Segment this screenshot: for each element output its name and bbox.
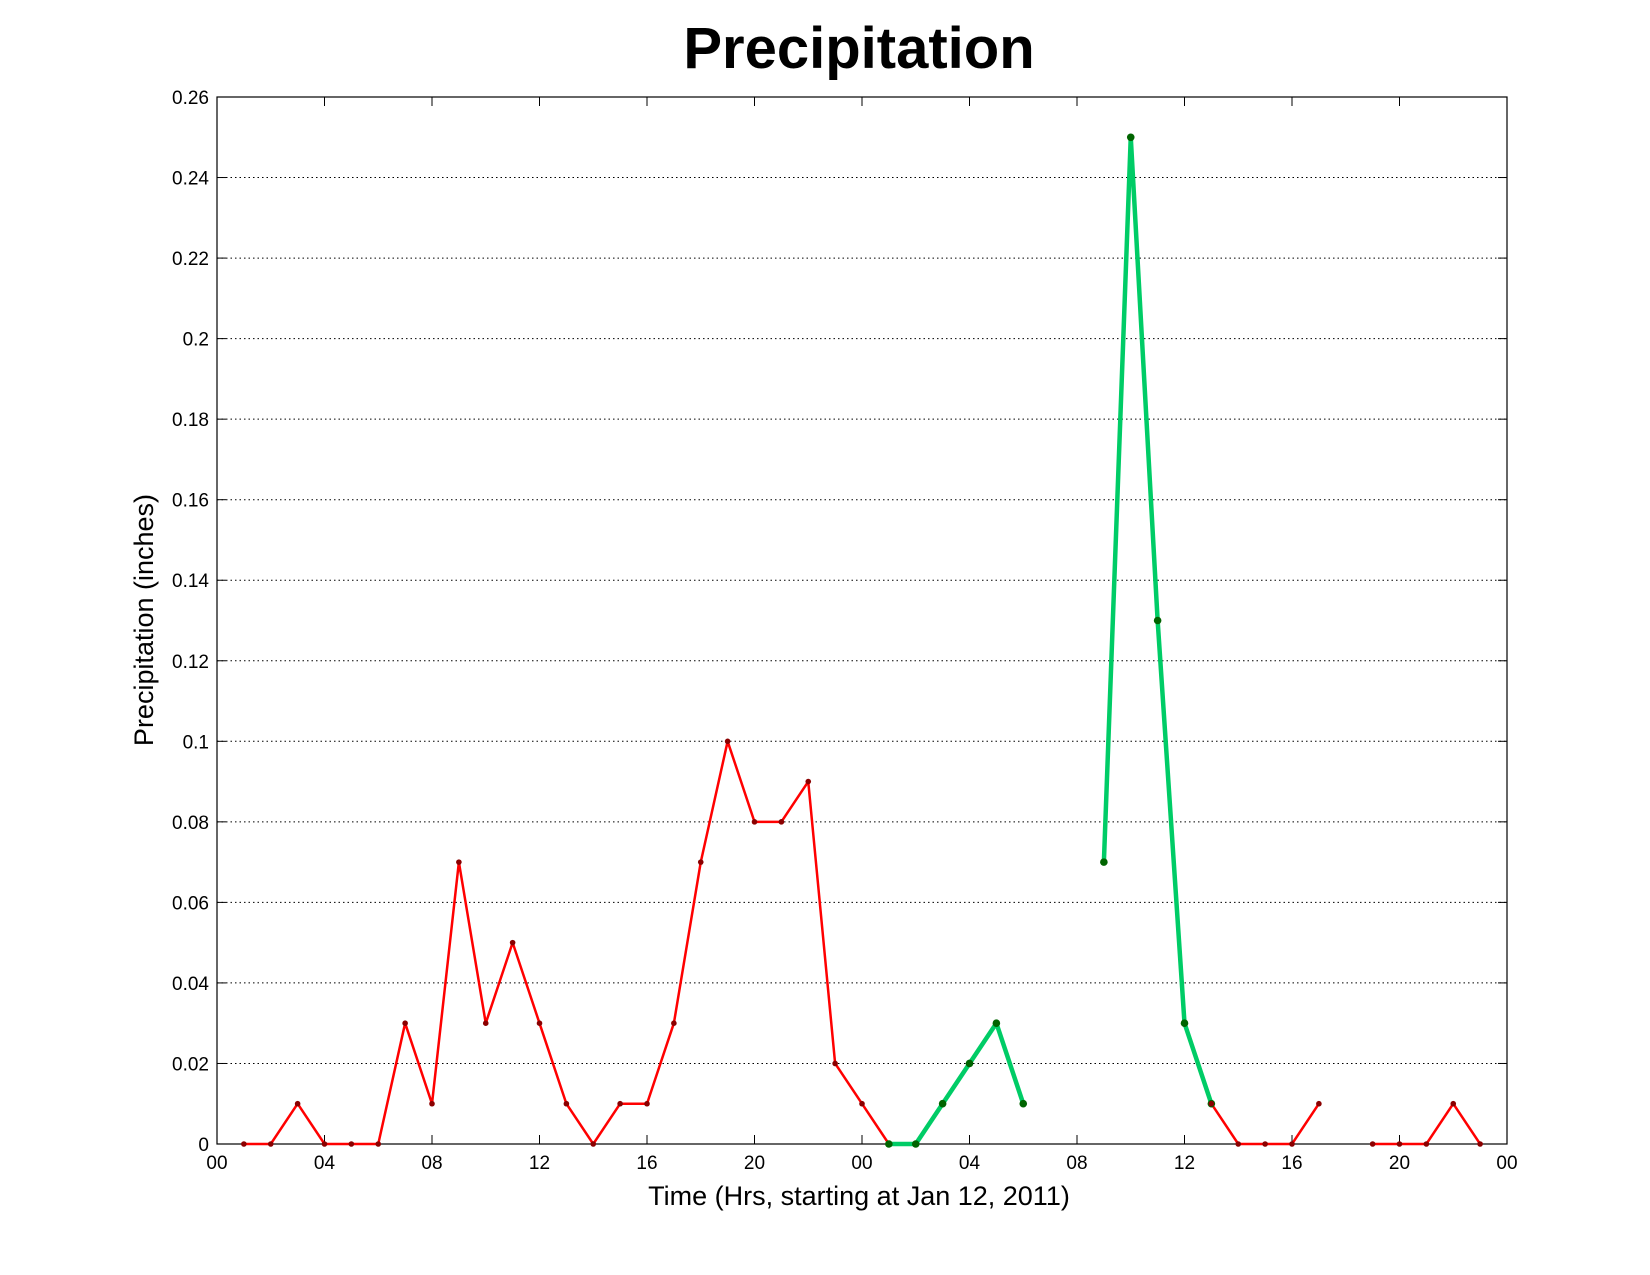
data-point: [1289, 1141, 1295, 1147]
x-tick-label: 16: [636, 1153, 657, 1174]
y-tick-label: 0.12: [172, 652, 209, 673]
data-point: [1477, 1141, 1483, 1147]
grid-lines: [217, 177, 1507, 1064]
axis-ticks: [216, 96, 1508, 1145]
data-point: [348, 1141, 355, 1147]
series-lines: [242, 135, 1482, 1147]
x-tick-label: 20: [744, 1153, 765, 1174]
data-point: [482, 1020, 489, 1026]
y-tick-label: 0.24: [172, 169, 209, 190]
x-tick-labels: 00 04 08 12 16 20 00 04 08 12 16 20 00: [206, 1153, 1517, 1174]
x-tick-label: 04: [959, 1153, 981, 1174]
data-point: [321, 1141, 328, 1147]
y-tick-label: 0.04: [172, 974, 209, 995]
data-point: [590, 1141, 597, 1147]
y-tick-label: 0.06: [172, 893, 209, 914]
data-point: [375, 1141, 382, 1147]
y-tick-labels: 0 0.02 0.04 0.06 0.08 0.1 0.12 0.14 0.16 0.18 0.2 0…: [172, 88, 209, 1156]
data-point: [536, 1020, 543, 1026]
data-point: [294, 1100, 301, 1107]
data-point: [859, 1100, 865, 1107]
data-point: [1100, 858, 1108, 866]
data-point: [509, 939, 516, 946]
x-tick-label: 12: [529, 1153, 550, 1174]
y-tick-label: 0.18: [172, 410, 209, 431]
data-point: [267, 1141, 274, 1147]
y-tick-label: 0: [198, 1135, 209, 1156]
series-markers: [241, 133, 1483, 1148]
x-tick-label: 12: [1174, 1153, 1195, 1174]
x-tick-label: 08: [421, 1153, 442, 1174]
data-point: [1369, 1141, 1376, 1147]
y-tick-label: 0.16: [172, 491, 209, 512]
data-point: [563, 1100, 570, 1107]
data-point: [456, 859, 462, 865]
data-point: [1126, 133, 1135, 142]
data-point: [671, 1020, 677, 1026]
chart-title: Precipitation: [683, 16, 1034, 81]
x-tick-label: 08: [1066, 1153, 1087, 1174]
data-point: [885, 1140, 893, 1148]
data-point: [832, 1060, 838, 1067]
data-point: [938, 1099, 947, 1108]
data-point: [697, 859, 704, 865]
data-point: [751, 819, 758, 825]
x-tick-label: 00: [851, 1153, 872, 1174]
y-tick-label: 0.22: [172, 249, 209, 270]
data-point: [241, 1141, 247, 1147]
data-point: [1208, 1100, 1215, 1107]
data-point: [644, 1100, 650, 1107]
y-tick-label: 0.02: [172, 1054, 209, 1075]
data-point: [1423, 1141, 1430, 1147]
series-line-red: [1210, 1102, 1321, 1146]
x-tick-label: 16: [1281, 1153, 1302, 1174]
x-tick-label: 20: [1389, 1153, 1410, 1174]
data-point: [1019, 1099, 1028, 1108]
data-point: [1396, 1141, 1403, 1147]
data-point: [1316, 1100, 1322, 1107]
plot-frame: [216, 96, 1508, 1145]
data-point: [911, 1140, 920, 1148]
series-line-green: [886, 1020, 1026, 1147]
y-tick-label: 0.26: [172, 88, 209, 109]
data-point: [1180, 1019, 1189, 1027]
data-point: [1153, 616, 1162, 625]
data-point: [992, 1019, 1001, 1027]
series-line-red: [1371, 1102, 1482, 1146]
y-tick-label: 0.14: [172, 571, 209, 592]
data-point: [1450, 1100, 1457, 1107]
x-axis-label: Time (Hrs, starting at Jan 12, 2011): [648, 1181, 1070, 1211]
data-point: [402, 1020, 408, 1026]
data-point: [429, 1100, 435, 1107]
series-line-red: [242, 740, 891, 1146]
y-axis-label: Precipitation (inches): [129, 494, 159, 746]
y-tick-label: 0.1: [183, 732, 209, 753]
data-point: [617, 1100, 623, 1107]
x-tick-label: 04: [314, 1153, 336, 1174]
data-point: [1235, 1141, 1242, 1147]
x-tick-label: 00: [206, 1153, 227, 1174]
data-point: [778, 819, 785, 825]
data-point: [965, 1059, 974, 1068]
y-tick-label: 0.08: [172, 813, 209, 834]
x-tick-label: 00: [1496, 1153, 1517, 1174]
data-point: [724, 738, 731, 745]
y-tick-label: 0.2: [183, 330, 209, 351]
data-point: [1262, 1141, 1268, 1147]
data-point: [805, 778, 812, 785]
